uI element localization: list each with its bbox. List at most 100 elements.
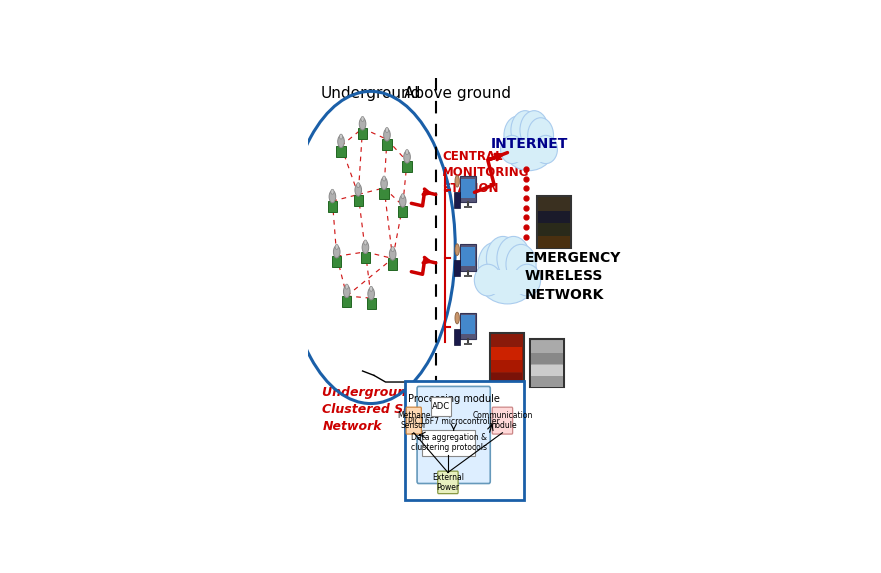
Ellipse shape: [455, 244, 459, 256]
FancyBboxPatch shape: [438, 471, 458, 494]
Ellipse shape: [520, 111, 548, 150]
FancyBboxPatch shape: [389, 258, 397, 269]
Ellipse shape: [403, 151, 411, 163]
Ellipse shape: [401, 194, 404, 199]
Ellipse shape: [364, 240, 367, 245]
FancyBboxPatch shape: [404, 380, 524, 500]
Ellipse shape: [345, 284, 348, 289]
FancyBboxPatch shape: [461, 313, 477, 339]
Ellipse shape: [361, 116, 364, 121]
Ellipse shape: [368, 288, 374, 300]
FancyBboxPatch shape: [537, 196, 571, 248]
Bar: [538, 236, 570, 248]
FancyBboxPatch shape: [353, 194, 363, 206]
Ellipse shape: [385, 128, 389, 132]
FancyBboxPatch shape: [455, 329, 460, 344]
FancyBboxPatch shape: [398, 206, 407, 217]
Ellipse shape: [382, 176, 386, 181]
Ellipse shape: [534, 135, 558, 164]
FancyBboxPatch shape: [403, 162, 411, 172]
Ellipse shape: [344, 285, 350, 297]
FancyBboxPatch shape: [462, 315, 475, 335]
Text: Above ground: Above ground: [403, 87, 511, 101]
Ellipse shape: [355, 184, 361, 196]
FancyBboxPatch shape: [492, 407, 513, 434]
Ellipse shape: [339, 134, 343, 139]
Text: PIC16F7 microcontroller: PIC16F7 microcontroller: [408, 417, 500, 426]
Ellipse shape: [383, 129, 390, 141]
FancyBboxPatch shape: [464, 274, 472, 277]
Ellipse shape: [391, 246, 395, 252]
FancyBboxPatch shape: [529, 339, 564, 387]
FancyBboxPatch shape: [462, 179, 475, 198]
FancyBboxPatch shape: [342, 296, 352, 307]
Text: Processing module: Processing module: [408, 394, 500, 404]
FancyBboxPatch shape: [455, 192, 460, 208]
FancyBboxPatch shape: [417, 386, 490, 484]
FancyBboxPatch shape: [464, 343, 472, 345]
FancyBboxPatch shape: [461, 176, 477, 202]
Bar: [486, 270, 529, 294]
Text: External
Power: External Power: [432, 473, 464, 492]
Text: Communication
module: Communication module: [472, 411, 533, 430]
Ellipse shape: [405, 150, 409, 155]
Ellipse shape: [486, 237, 520, 280]
Ellipse shape: [362, 241, 369, 253]
Text: Underground: Underground: [321, 87, 421, 101]
Text: Data aggregation &
clustering protocols: Data aggregation & clustering protocols: [411, 433, 486, 453]
Ellipse shape: [497, 237, 530, 280]
Bar: [531, 376, 563, 387]
FancyBboxPatch shape: [380, 188, 389, 199]
FancyBboxPatch shape: [382, 139, 391, 150]
FancyBboxPatch shape: [337, 146, 345, 157]
Ellipse shape: [503, 121, 555, 171]
Text: CENTRAL
MONITORING
STATION: CENTRAL MONITORING STATION: [442, 150, 529, 195]
FancyBboxPatch shape: [455, 260, 460, 276]
FancyBboxPatch shape: [461, 244, 477, 271]
Bar: [491, 347, 522, 360]
FancyBboxPatch shape: [464, 206, 472, 208]
Bar: [538, 223, 570, 236]
Ellipse shape: [500, 135, 524, 164]
Text: EMERGENCY
WIRELESS
NETWORK: EMERGENCY WIRELESS NETWORK: [525, 251, 621, 301]
Ellipse shape: [478, 242, 511, 286]
FancyBboxPatch shape: [406, 407, 421, 434]
Ellipse shape: [357, 183, 359, 187]
Ellipse shape: [474, 264, 501, 296]
Ellipse shape: [337, 135, 344, 148]
Text: ADC: ADC: [432, 402, 450, 411]
Bar: [531, 342, 563, 352]
FancyBboxPatch shape: [462, 247, 475, 266]
Bar: [491, 373, 522, 385]
FancyBboxPatch shape: [431, 397, 451, 416]
Text: Methane
Sensor: Methane Sensor: [397, 411, 431, 430]
Ellipse shape: [329, 191, 336, 203]
Ellipse shape: [504, 116, 532, 155]
Bar: [538, 198, 570, 210]
Bar: [538, 211, 570, 223]
Ellipse shape: [331, 189, 334, 194]
Ellipse shape: [369, 286, 373, 291]
FancyBboxPatch shape: [490, 332, 524, 385]
Bar: [491, 360, 522, 372]
FancyBboxPatch shape: [422, 430, 475, 456]
Ellipse shape: [528, 117, 553, 153]
FancyBboxPatch shape: [328, 201, 337, 212]
FancyBboxPatch shape: [332, 256, 341, 267]
Ellipse shape: [399, 195, 406, 207]
Ellipse shape: [455, 312, 459, 324]
Ellipse shape: [335, 245, 338, 249]
FancyBboxPatch shape: [361, 252, 370, 263]
FancyBboxPatch shape: [366, 298, 376, 309]
Bar: [491, 335, 522, 347]
Bar: [531, 364, 563, 376]
Text: INTERNET: INTERNET: [491, 137, 567, 151]
Bar: [531, 353, 563, 364]
Ellipse shape: [381, 178, 388, 190]
Ellipse shape: [511, 111, 539, 150]
Ellipse shape: [359, 118, 366, 130]
Text: Underground Mine
Clustered Sensor
Network: Underground Mine Clustered Sensor Networ…: [322, 386, 454, 433]
Ellipse shape: [506, 244, 537, 284]
Ellipse shape: [389, 248, 396, 260]
FancyBboxPatch shape: [358, 128, 367, 139]
